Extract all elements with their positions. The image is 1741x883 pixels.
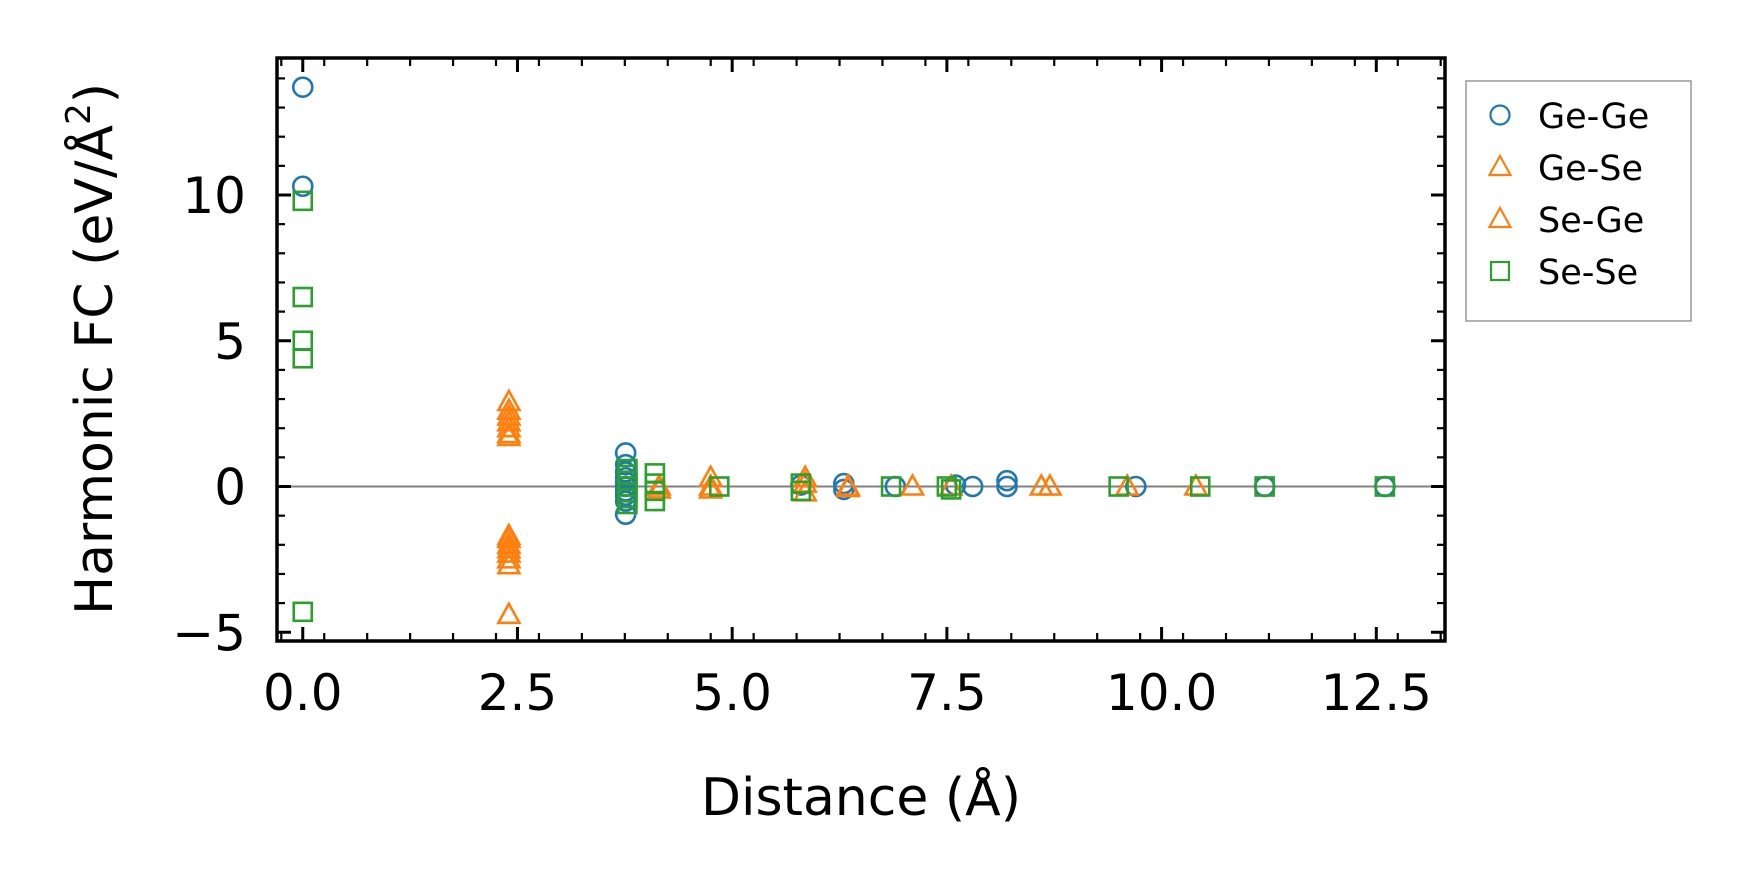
data-point <box>496 397 522 421</box>
data-point <box>833 478 855 501</box>
data-point <box>292 190 314 212</box>
data-point <box>1374 476 1396 497</box>
plot-frame <box>275 56 1447 643</box>
data-point <box>790 480 812 502</box>
data-point <box>496 414 522 438</box>
y-tick-label: 10 <box>182 167 246 225</box>
data-point <box>880 476 902 497</box>
data-point <box>496 408 522 432</box>
data-point <box>1108 476 1129 497</box>
y-axis-label-superscript: 2 <box>59 103 99 125</box>
data-point <box>292 601 314 623</box>
data-point <box>940 479 962 500</box>
legend-marker <box>1489 104 1511 126</box>
legend-label: Ge-Se <box>1538 149 1643 189</box>
y-tick-label: −5 <box>172 604 246 662</box>
legend-marker <box>1487 205 1513 229</box>
data-point <box>996 469 1018 492</box>
data-point <box>496 420 522 444</box>
data-point <box>291 175 314 198</box>
y-tick-label: 0 <box>214 459 246 517</box>
data-point <box>644 490 666 512</box>
y-axis-label-close: ) <box>65 83 125 103</box>
x-axis-label: Distance (Å) <box>701 766 1021 828</box>
data-point <box>292 286 314 308</box>
series-ge-se <box>496 388 1209 625</box>
legend-label: Se-Ge <box>1538 201 1644 241</box>
legend-marker <box>1487 153 1513 177</box>
data-point <box>899 472 926 496</box>
data-point <box>496 539 522 563</box>
legend: Ge-Ge Ge-Se Se-Ge Se-Se <box>1465 80 1692 322</box>
x-tick-label: 7.5 <box>907 664 987 722</box>
data-point <box>292 330 314 352</box>
data-point <box>496 551 522 575</box>
y-axis-label-main: Harmonic FC (eV/Å <box>63 124 125 615</box>
data-point <box>1125 475 1147 498</box>
x-tick-label: 12.5 <box>1321 664 1432 722</box>
data-point <box>292 347 314 369</box>
y-axis-label: Harmonic FC (eV/Å2) <box>59 83 125 615</box>
legend-label: Se-Se <box>1538 253 1638 293</box>
y-tick-label: 5 <box>214 313 246 371</box>
data-point <box>496 601 522 625</box>
data-point <box>496 423 522 447</box>
data-point <box>1254 476 1275 497</box>
series-ge-ge <box>291 76 1396 525</box>
data-point <box>698 475 724 499</box>
series-se-se <box>292 190 1396 623</box>
legend-label: Ge-Ge <box>1538 97 1649 137</box>
data-point <box>496 535 522 559</box>
data-point <box>291 76 314 98</box>
x-tick-label: 0.0 <box>263 664 343 722</box>
data-point <box>1189 476 1211 497</box>
x-tick-label: 10.0 <box>1106 664 1217 722</box>
data-point <box>835 474 861 498</box>
data-point <box>961 475 984 498</box>
legend-marker <box>1489 260 1511 282</box>
series-se-ge <box>496 397 1140 569</box>
data-point <box>617 493 638 515</box>
data-point <box>1037 472 1063 496</box>
data-point <box>708 476 730 497</box>
data-point <box>496 545 522 569</box>
data-point <box>996 475 1018 498</box>
x-tick-label: 5.0 <box>692 664 772 722</box>
x-tick-label: 2.5 <box>478 664 558 722</box>
data-point <box>936 476 958 497</box>
